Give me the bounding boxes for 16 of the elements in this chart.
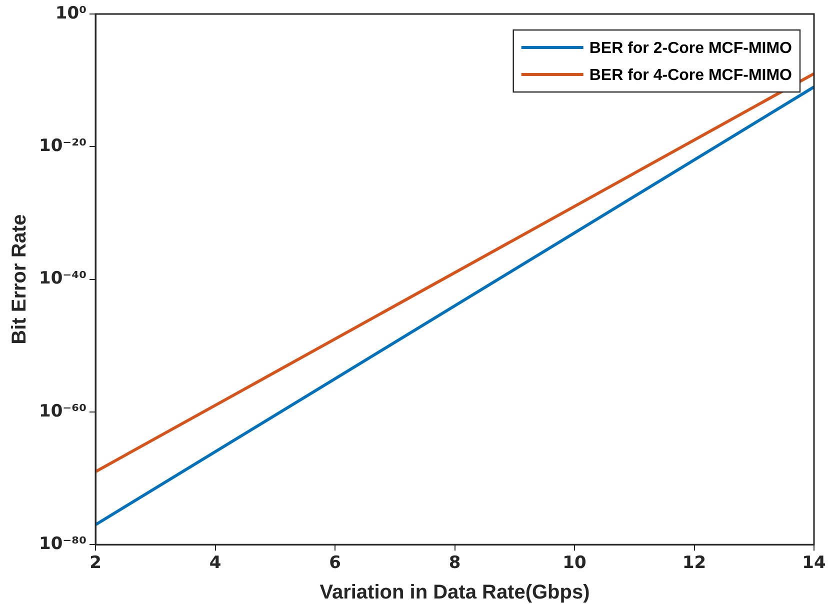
x-tick-label: 12 bbox=[682, 553, 706, 574]
y-axis-title: Bit Error Rate bbox=[8, 214, 31, 344]
x-tick-label: 10 bbox=[562, 553, 586, 574]
x-axis-title: Variation in Data Rate(Gbps) bbox=[320, 582, 590, 604]
x-tick-label: 4 bbox=[209, 553, 222, 574]
x-tick-label: 6 bbox=[329, 553, 341, 574]
legend-label: BER for 2-Core MCF-MIMO bbox=[589, 40, 792, 57]
x-tick-label: 14 bbox=[802, 553, 826, 574]
y-tick-label: 10⁻⁸⁰ bbox=[38, 534, 87, 554]
y-tick-label: 10⁰ bbox=[55, 3, 87, 24]
y-tick-label: 10⁻²⁰ bbox=[38, 136, 87, 156]
y-tick-label: 10⁻⁶⁰ bbox=[38, 401, 87, 422]
legend-label: BER for 4-Core MCF-MIMO bbox=[589, 66, 792, 84]
x-tick-label: 8 bbox=[448, 553, 461, 574]
x-tick-label: 2 bbox=[90, 553, 102, 574]
y-tick-label: 10⁻⁴⁰ bbox=[38, 268, 87, 289]
